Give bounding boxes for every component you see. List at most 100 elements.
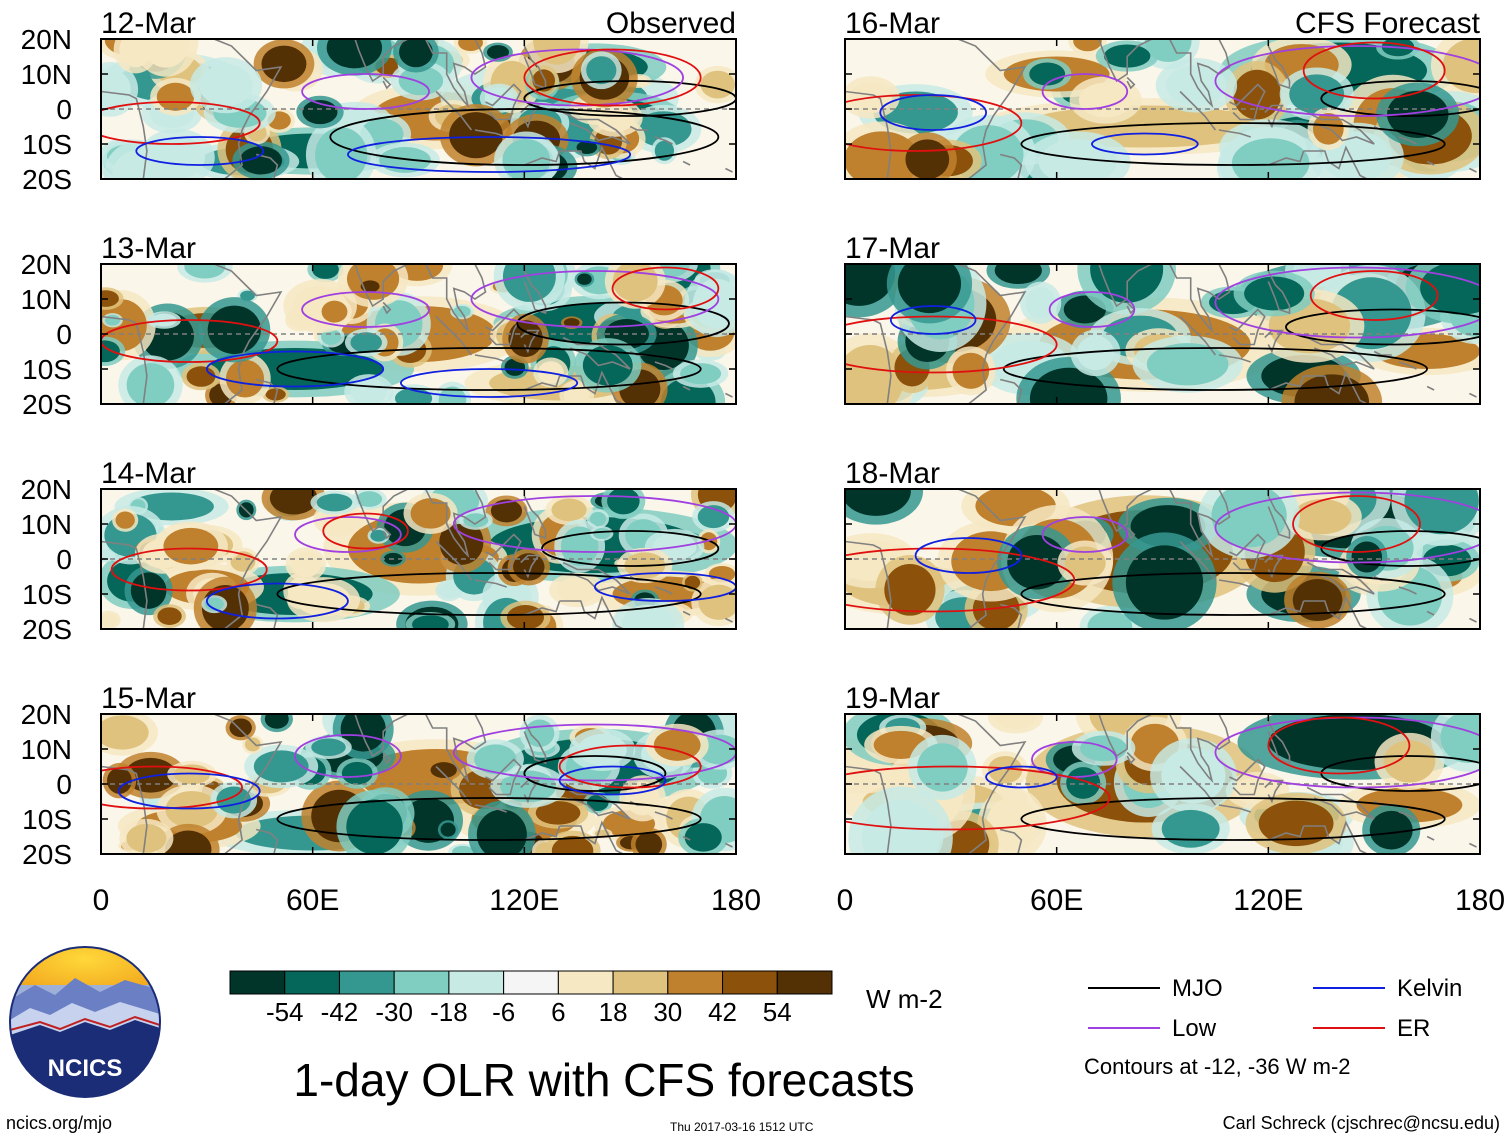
olr-anomaly <box>1029 62 1066 86</box>
coastline <box>559 820 624 854</box>
coastline <box>302 39 304 40</box>
olr-anomaly <box>1073 39 1102 52</box>
coastline <box>101 315 148 404</box>
map-panel: 20N 10N 0 10S 20S 13-Mar <box>21 232 737 420</box>
coastline <box>845 90 892 179</box>
olr-anomaly <box>1292 578 1343 622</box>
coastline <box>485 758 522 796</box>
olr-anomaly <box>490 499 523 523</box>
coastline <box>382 76 392 90</box>
er-contour <box>558 744 702 789</box>
coastline <box>1218 354 1251 363</box>
coastline <box>520 104 540 129</box>
olr-anomaly <box>341 761 373 785</box>
olr-anomaly <box>986 797 1038 852</box>
coastline <box>1306 561 1375 595</box>
coastline <box>1046 264 1048 265</box>
olr-anomaly <box>551 835 594 854</box>
olr-anomaly <box>1080 735 1128 762</box>
coastline <box>524 825 561 841</box>
coastline <box>1303 370 1368 404</box>
olr-anomaly <box>239 146 283 175</box>
y-tick-label: 0 <box>56 319 72 350</box>
logo-text: NCICS <box>48 1055 123 1082</box>
coastline <box>1000 828 1023 854</box>
olr-anomaly <box>126 823 167 853</box>
coastline <box>302 489 304 490</box>
olr-anomaly <box>229 718 252 738</box>
olr-anomaly <box>1064 546 1106 580</box>
colorbar: -54 -42 -30 -18 -6 6 18 30 42 54 <box>229 970 833 1027</box>
mjo-contour <box>1285 308 1480 346</box>
coastline <box>1426 385 1435 391</box>
coastline <box>1426 160 1435 166</box>
er-legend-label: ER <box>1397 1015 1430 1042</box>
coastline <box>1264 779 1284 804</box>
olr-anomaly <box>1289 74 1345 114</box>
coastline <box>1229 308 1266 346</box>
coastline <box>654 136 673 145</box>
olr-anomaly <box>502 138 551 179</box>
er-contour <box>523 48 702 107</box>
y-tick-label: 20S <box>22 389 72 420</box>
low-contour <box>1041 516 1129 553</box>
source-url[interactable]: ncics.org/mjo <box>6 1113 113 1133</box>
olr-anomaly <box>684 823 722 852</box>
colorbar-swatch <box>557 970 614 995</box>
er-contour <box>101 765 243 810</box>
olr-anomaly <box>700 70 735 99</box>
colorbar-tick-label: -30 <box>375 997 413 1027</box>
low-contour <box>1041 73 1129 110</box>
olr-anomaly <box>861 799 940 854</box>
olr-anomaly <box>551 498 587 522</box>
coastline <box>1046 489 1048 490</box>
olr-anomaly <box>449 112 503 159</box>
map-panel: 18-Mar <box>844 457 1481 630</box>
coastline <box>1303 145 1368 179</box>
colorbar-tick-label: 30 <box>653 997 682 1027</box>
coastline <box>1081 489 1153 533</box>
olr-anomaly <box>157 607 182 625</box>
mjo-contour <box>276 572 702 616</box>
coastline <box>1398 811 1417 820</box>
coastline <box>485 533 522 571</box>
olr-anomaly <box>130 572 167 609</box>
mjo-contour <box>1020 122 1446 166</box>
low-contour <box>1214 266 1480 339</box>
olr-anomaly <box>115 511 135 529</box>
olr-anomaly <box>653 729 701 761</box>
panel-field <box>845 489 1480 629</box>
panel-date: 15-Mar <box>101 682 196 715</box>
olr-anomaly <box>1387 90 1449 138</box>
olr-anomaly <box>508 320 543 358</box>
coastline <box>524 600 561 616</box>
olr-anomaly <box>1007 535 1067 590</box>
low-contour <box>1031 741 1118 778</box>
mjo-contour <box>516 301 730 346</box>
olr-anomaly <box>995 714 1036 730</box>
olr-anomaly <box>101 290 119 307</box>
coastline <box>1126 526 1136 540</box>
legend-note: Contours at -12, -36 W m-2 <box>1084 1054 1351 1079</box>
olr-anomaly <box>312 264 339 279</box>
coastline <box>523 720 547 765</box>
coastline <box>1267 270 1291 315</box>
olr-anomaly <box>1038 139 1117 179</box>
coastline <box>302 264 304 265</box>
er-contour <box>1309 270 1439 321</box>
coastline <box>1168 489 1231 559</box>
panel-field <box>101 39 736 179</box>
map-panel: 20N 10N 0 10S 20S 14-Mar <box>21 457 737 645</box>
coastline <box>256 603 279 629</box>
coastline <box>1218 579 1251 588</box>
olr-anomaly <box>463 513 489 528</box>
coastline <box>1373 350 1392 356</box>
author-credit: Carl Schreck (cjschrec@ncsu.edu) <box>1222 1113 1500 1133</box>
coastline <box>725 167 733 173</box>
coastline <box>1268 825 1305 841</box>
olr-anomaly <box>680 363 722 385</box>
mjo-contour <box>276 797 702 841</box>
panel-field <box>101 264 736 404</box>
y-tick-label: 10S <box>22 129 72 160</box>
